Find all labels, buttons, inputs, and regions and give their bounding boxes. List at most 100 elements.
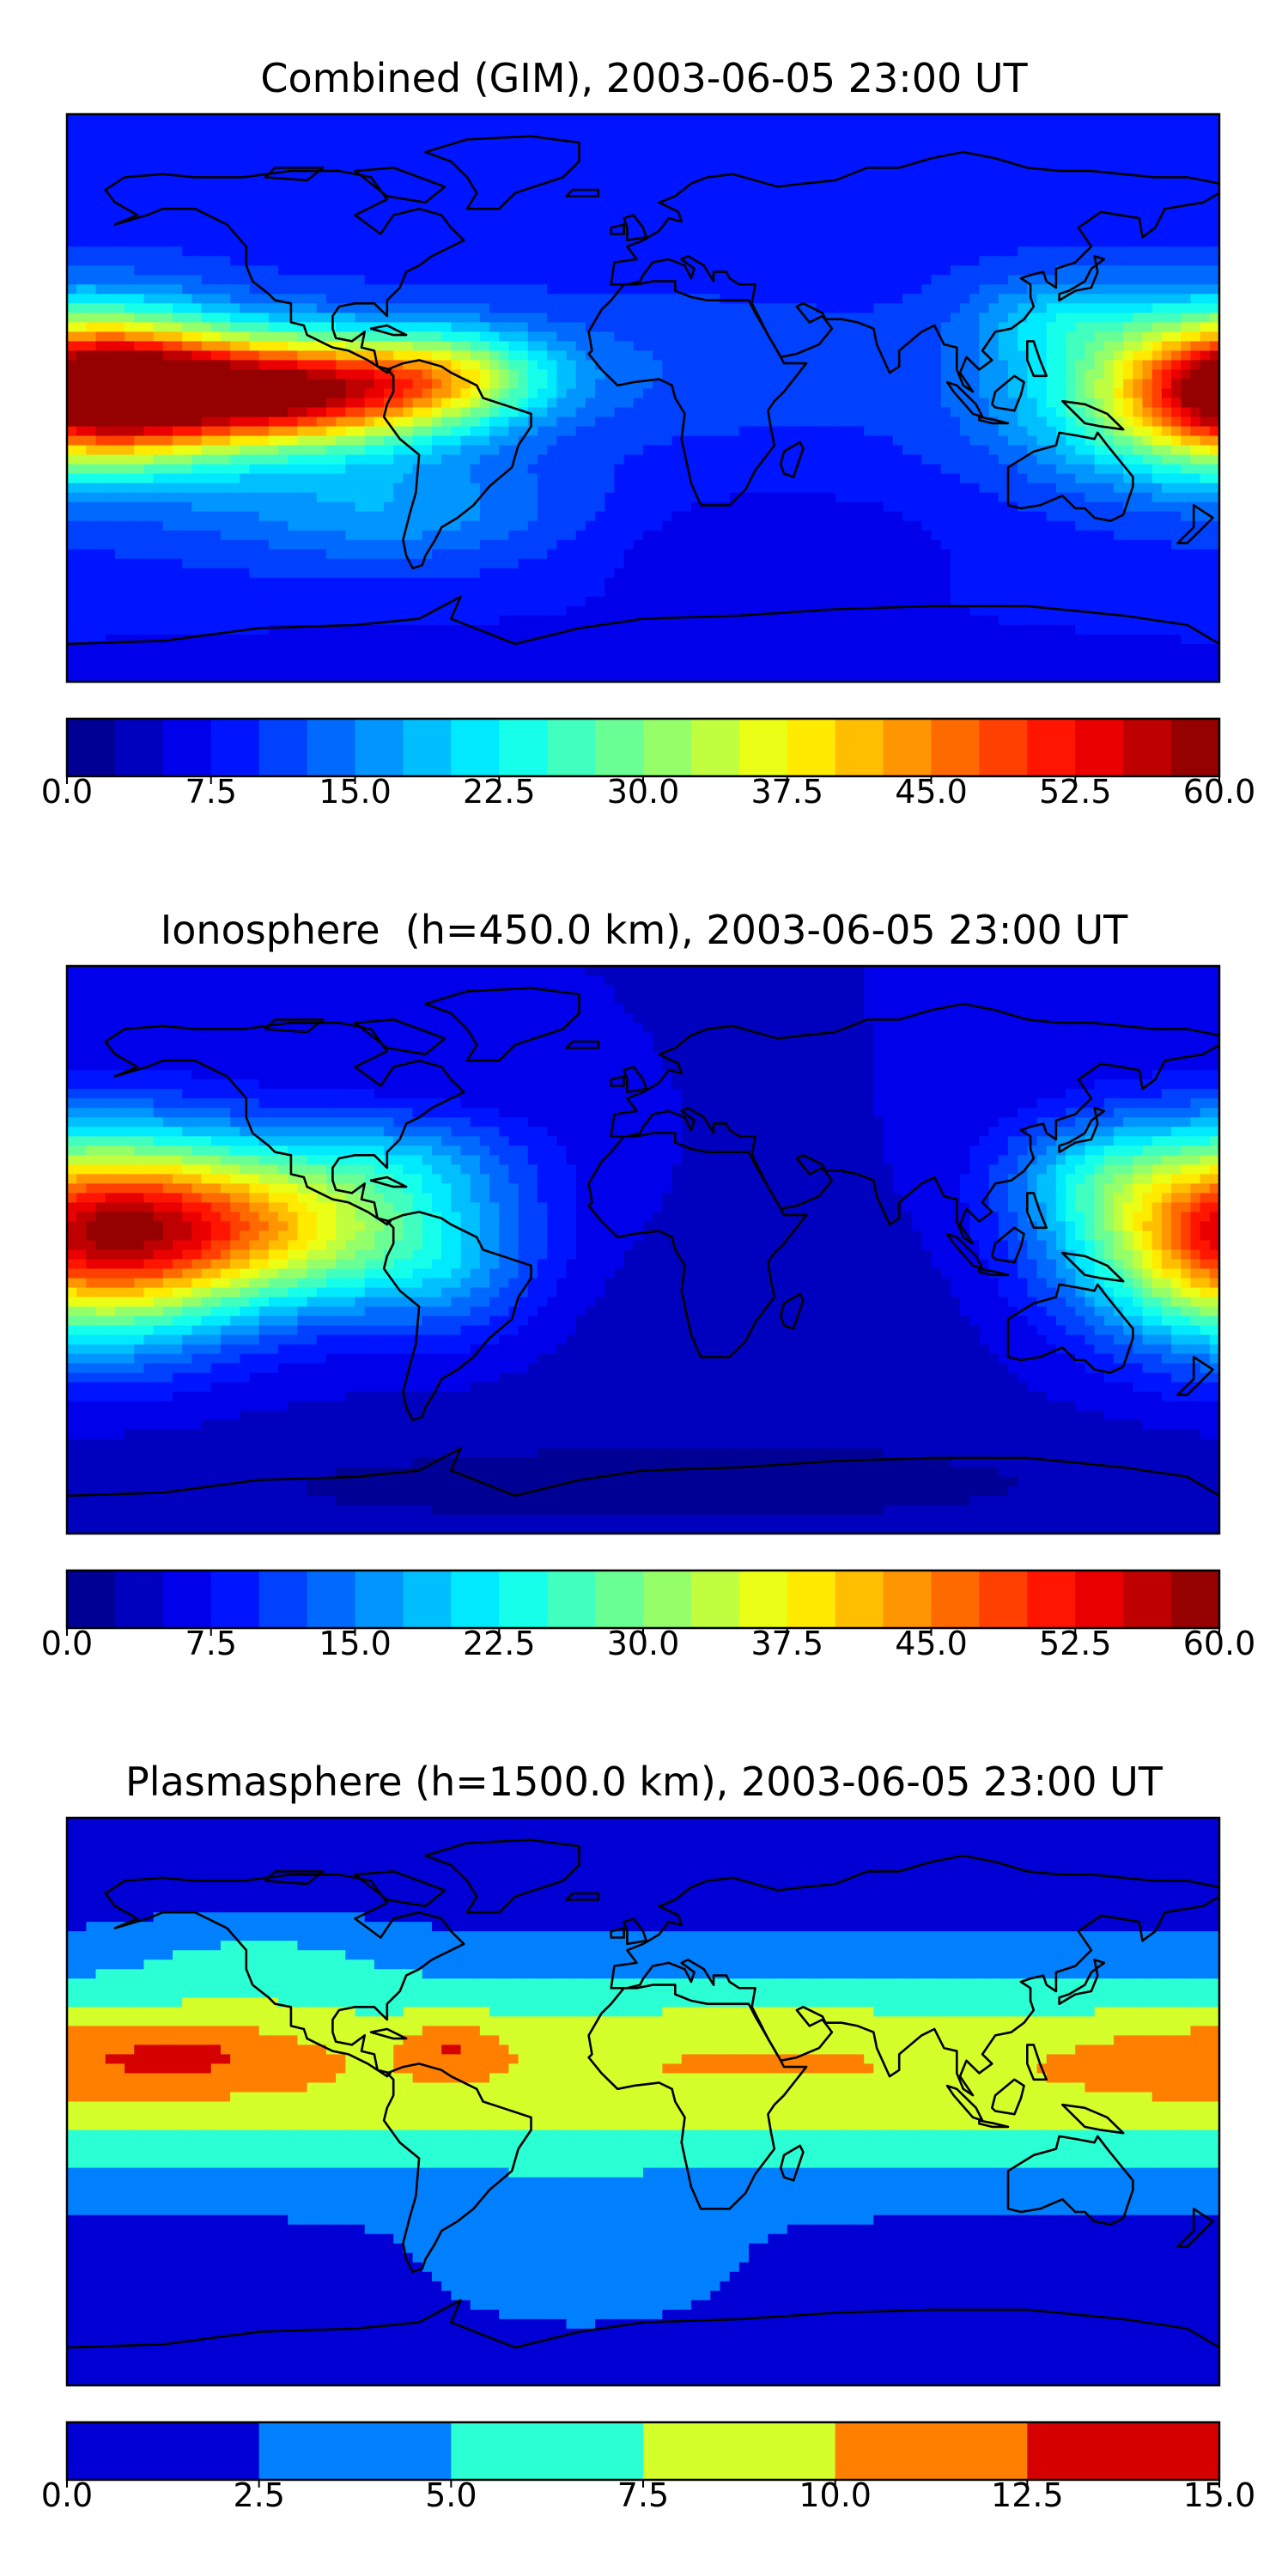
contour-cell (1200, 454, 1211, 465)
contour-cell (931, 473, 942, 484)
contour-cell (1151, 341, 1163, 352)
contour-cell (470, 124, 481, 134)
contour-cell (653, 303, 663, 313)
contour-cell (671, 171, 683, 181)
contour-cell (173, 199, 183, 210)
contour-cell (336, 124, 346, 134)
contour-cell (316, 246, 327, 257)
contour-cell (575, 133, 586, 143)
contour-cell (844, 464, 855, 475)
contour-cell (758, 180, 769, 191)
contour-cell (720, 218, 731, 228)
contour-cell (566, 265, 577, 276)
contour-cell (470, 501, 481, 513)
contour-cell (460, 322, 471, 332)
contour-cell (1181, 398, 1192, 409)
contour-cell (508, 265, 519, 276)
contour-cell (614, 199, 625, 210)
contour-cell (364, 152, 375, 162)
contour-cell (1094, 143, 1105, 153)
contour-cell (470, 322, 481, 332)
contour-cell (998, 171, 1009, 181)
contour-cell (1142, 152, 1153, 162)
contour-cell (162, 246, 173, 257)
contour-cell (1055, 161, 1066, 172)
contour-cell (1084, 341, 1096, 352)
contour-cell (690, 161, 702, 172)
contour-cell (191, 464, 203, 475)
contour-cell (873, 199, 884, 210)
contour-cell (1066, 143, 1076, 153)
contour-cell (1190, 445, 1201, 456)
contour-cell (125, 445, 135, 456)
contour-cell (1027, 171, 1038, 181)
contour-cell (527, 445, 538, 456)
contour-cell (1066, 454, 1076, 465)
contour-cell (864, 218, 874, 228)
contour-cell (892, 341, 903, 352)
contour-cell (758, 218, 769, 228)
contour-cell (1151, 388, 1163, 399)
contour-cell (643, 161, 653, 172)
contour-cell (134, 350, 145, 361)
contour-cell (854, 124, 865, 134)
contour-cell (182, 161, 192, 172)
contour-cell (527, 114, 538, 125)
contour-cell (268, 388, 279, 399)
contour-cell (662, 360, 673, 371)
contour-cell (422, 331, 433, 342)
contour-cell (575, 246, 586, 257)
contour-cell (854, 322, 865, 332)
contour-cell (364, 360, 375, 371)
contour-cell (336, 341, 346, 352)
contour-cell (1190, 284, 1201, 295)
contour-cell (758, 379, 769, 390)
contour-cell (720, 369, 731, 380)
contour-cell (1113, 360, 1124, 371)
contour-cell (345, 228, 356, 238)
contour-cell (1007, 275, 1018, 285)
contour-cell (883, 209, 894, 219)
contour-cell (1066, 124, 1076, 134)
contour-cell (460, 180, 471, 191)
contour-cell (268, 265, 279, 276)
contour-cell (950, 275, 961, 285)
contour-cell (374, 454, 385, 465)
contour-cell (422, 454, 433, 465)
contour-cell (355, 218, 366, 228)
contour-cell (1027, 464, 1038, 475)
contour-cell (1046, 180, 1057, 191)
contour-cell (681, 218, 692, 228)
contour-cell (1094, 445, 1105, 456)
contour-cell (729, 445, 740, 456)
contour-cell (614, 407, 625, 418)
contour-cell (364, 209, 375, 219)
contour-cell (969, 369, 981, 380)
contour-cell (614, 246, 625, 257)
contour-cell (258, 143, 270, 153)
contour-cell (1161, 143, 1172, 153)
contour-cell (422, 426, 433, 437)
contour-cell (662, 313, 673, 323)
contour-cell (95, 313, 106, 323)
contour-cell (412, 445, 423, 456)
contour-cell (240, 284, 251, 295)
contour-cell (835, 171, 846, 181)
contour-cell (701, 228, 711, 238)
contour-cell (307, 379, 318, 390)
contour-cell (969, 294, 981, 304)
contour-cell (268, 161, 279, 172)
contour-cell (316, 473, 327, 484)
contour-cell (518, 369, 529, 380)
contour-cell (384, 256, 394, 266)
contour-cell (1142, 143, 1153, 153)
contour-cell (1018, 218, 1028, 228)
contour-cell (575, 218, 586, 228)
contour-cell (384, 237, 394, 247)
contour-cell (671, 199, 683, 210)
contour-cell (681, 199, 692, 210)
contour-cell (201, 114, 212, 125)
contour-cell (537, 322, 548, 332)
contour-cell (1209, 228, 1219, 238)
contour-cell (527, 416, 538, 428)
